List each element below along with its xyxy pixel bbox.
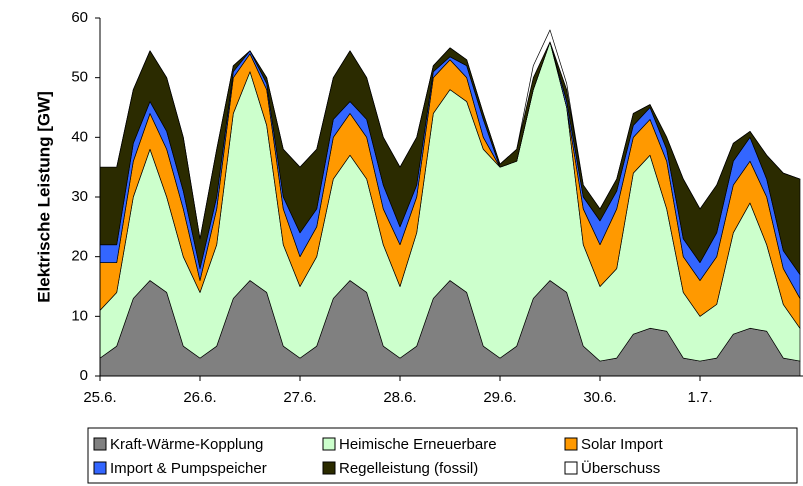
x-tick-label: 1.7. [687,389,712,406]
legend-swatch [564,461,578,475]
legend-label: Regelleistung (fossil) [339,460,478,477]
y-tick-label: 60 [71,9,88,26]
y-tick-label: 0 [80,367,88,384]
area [99,29,801,240]
y-axis-label: Elektrische Leistung [GW] [34,91,53,303]
y-tick-label: 10 [71,307,88,324]
x-tick-label: 25.6. [83,389,116,406]
y-tick-label: 20 [71,248,88,265]
legend-label: Solar Import [581,436,664,453]
legend-swatch [93,437,107,451]
y-tick-label: 30 [71,188,88,205]
y-tick-label: 50 [71,69,88,86]
legend-label: Heimische Erneuerbare [339,436,497,453]
x-tick-label: 26.6. [183,389,216,406]
legend-label: Überschuss [581,459,660,477]
legend-box [87,427,798,484]
x-tick-label: 28.6. [383,389,416,406]
x-tick-label: 29.6. [483,389,516,406]
legend-label: Import & Pumpspeicher [110,460,267,477]
legend-swatch [322,437,336,451]
legend-swatch [93,461,107,475]
x-tick-label: 30.6. [583,389,616,406]
y-tick-label: 40 [71,128,88,145]
legend-label: Kraft-Wärme-Kopplung [110,436,263,453]
x-tick-label: 27.6. [283,389,316,406]
legend-swatch [322,461,336,475]
legend-swatch [564,437,578,451]
